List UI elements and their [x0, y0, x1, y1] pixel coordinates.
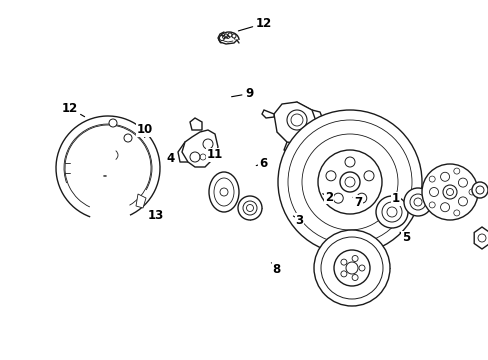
- Circle shape: [346, 262, 357, 274]
- Circle shape: [286, 110, 306, 130]
- Circle shape: [340, 271, 346, 277]
- Text: 2: 2: [322, 191, 332, 204]
- Text: 11: 11: [206, 148, 223, 161]
- Ellipse shape: [208, 172, 239, 212]
- Text: 4: 4: [166, 152, 174, 165]
- Circle shape: [345, 157, 354, 167]
- Circle shape: [332, 193, 343, 203]
- Circle shape: [190, 152, 200, 162]
- Circle shape: [428, 176, 434, 182]
- Text: 9: 9: [231, 87, 253, 100]
- Circle shape: [403, 188, 431, 216]
- Circle shape: [351, 275, 357, 280]
- Circle shape: [220, 188, 227, 196]
- Circle shape: [477, 234, 485, 242]
- Circle shape: [475, 186, 483, 194]
- Circle shape: [231, 34, 236, 38]
- Circle shape: [325, 171, 335, 181]
- Circle shape: [358, 265, 364, 271]
- Polygon shape: [182, 130, 218, 167]
- Circle shape: [381, 202, 401, 222]
- Circle shape: [313, 230, 389, 306]
- Circle shape: [428, 202, 434, 208]
- Text: 1: 1: [390, 192, 399, 205]
- Text: 13: 13: [147, 209, 163, 222]
- Text: 8: 8: [271, 263, 280, 276]
- Circle shape: [339, 172, 359, 192]
- Polygon shape: [190, 118, 202, 130]
- Circle shape: [375, 196, 407, 228]
- Circle shape: [471, 182, 487, 198]
- Polygon shape: [262, 110, 273, 118]
- Polygon shape: [273, 102, 316, 144]
- Circle shape: [440, 203, 448, 212]
- Circle shape: [428, 188, 438, 197]
- Text: 10: 10: [136, 123, 153, 138]
- Circle shape: [458, 197, 467, 206]
- Text: 5: 5: [399, 231, 409, 244]
- Circle shape: [219, 36, 224, 40]
- Circle shape: [224, 34, 227, 38]
- Circle shape: [333, 250, 369, 286]
- Circle shape: [203, 139, 213, 149]
- Circle shape: [124, 134, 132, 142]
- Text: 6: 6: [256, 157, 266, 170]
- Circle shape: [440, 172, 448, 181]
- Circle shape: [340, 259, 346, 265]
- Polygon shape: [473, 227, 488, 249]
- Polygon shape: [136, 194, 146, 208]
- Circle shape: [453, 210, 459, 216]
- Circle shape: [363, 171, 373, 181]
- Circle shape: [243, 201, 257, 215]
- Circle shape: [238, 196, 262, 220]
- Circle shape: [109, 119, 117, 127]
- Text: 7: 7: [352, 196, 361, 209]
- Text: 3: 3: [293, 214, 303, 227]
- Circle shape: [317, 150, 381, 214]
- Circle shape: [351, 256, 357, 261]
- Circle shape: [421, 164, 477, 220]
- Circle shape: [409, 194, 425, 210]
- Circle shape: [453, 168, 459, 174]
- Circle shape: [458, 178, 467, 187]
- Circle shape: [356, 193, 366, 203]
- Circle shape: [442, 185, 456, 199]
- Circle shape: [227, 33, 231, 37]
- Circle shape: [278, 110, 421, 254]
- Text: 12: 12: [61, 102, 84, 117]
- Circle shape: [468, 189, 474, 195]
- Text: 12: 12: [238, 17, 272, 31]
